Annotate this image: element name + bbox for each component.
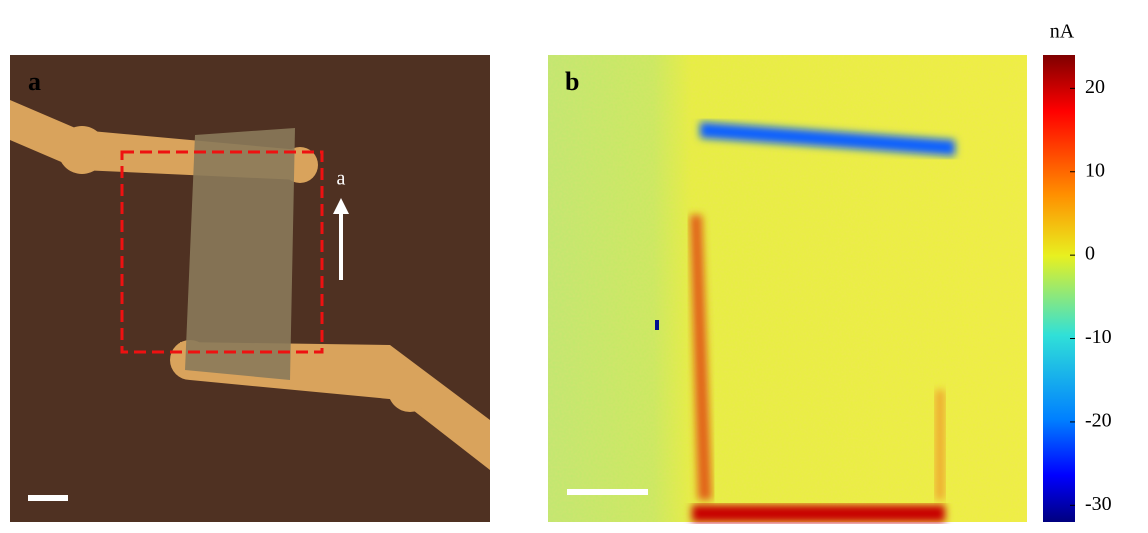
colorbar-unit: nA	[1050, 21, 1075, 43]
panel-label: b	[565, 67, 579, 96]
figure: a a b nA 20 10 0 -10 -20 -30	[0, 0, 1148, 533]
scale-bar	[28, 495, 68, 501]
tick-label: -10	[1085, 326, 1112, 348]
colorbar: nA 20 10 0 -10 -20 -30	[1043, 21, 1112, 522]
tick-label: -20	[1085, 410, 1112, 432]
flake	[185, 128, 295, 380]
tick-label: 0	[1085, 243, 1095, 265]
panel-a: a a	[10, 55, 490, 522]
positive-edge	[935, 390, 945, 500]
dark-pixel	[655, 320, 659, 330]
map-noise	[548, 55, 1027, 522]
panel-label: a	[28, 67, 41, 96]
positive-band	[692, 505, 945, 522]
panel-b: b	[548, 55, 1027, 522]
arrow-label: a	[337, 168, 346, 190]
colorbar-gradient	[1043, 55, 1075, 522]
scale-bar	[567, 489, 648, 495]
tick-label: 10	[1085, 159, 1105, 181]
tick-label: 20	[1085, 76, 1105, 98]
tick-label: -30	[1085, 493, 1112, 515]
